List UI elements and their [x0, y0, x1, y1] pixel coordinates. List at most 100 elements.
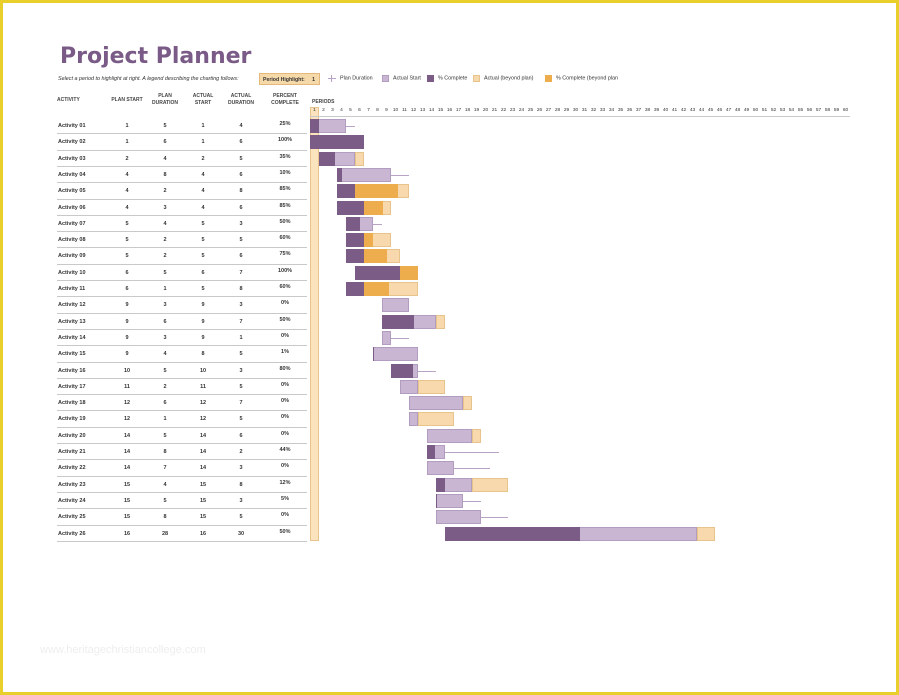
- actual-start-cell[interactable]: 14: [199, 449, 207, 455]
- plan-duration-cell[interactable]: 5: [163, 367, 167, 374]
- percent-complete-cell[interactable]: 25%: [279, 121, 291, 127]
- actual-start-cell[interactable]: 11: [200, 383, 206, 390]
- actual-start-cell[interactable]: 12: [199, 416, 207, 423]
- percent-complete-cell[interactable]: 0%: [281, 381, 289, 388]
- activity-name[interactable]: Activity 11: [58, 286, 86, 292]
- plan-start-cell[interactable]: 4: [125, 171, 129, 178]
- period-highlight-value[interactable]: 1: [312, 77, 315, 83]
- actual-duration-cell[interactable]: 5: [239, 155, 243, 162]
- plan-duration-cell[interactable]: 2: [163, 383, 167, 390]
- plan-start-cell[interactable]: 14: [123, 465, 131, 472]
- percent-complete-cell[interactable]: 85%: [279, 202, 291, 209]
- period-highlight-field[interactable]: Period Highlight: 1: [259, 73, 320, 85]
- plan-start-cell[interactable]: 14: [123, 432, 131, 439]
- percent-complete-cell[interactable]: 85%: [279, 186, 291, 193]
- actual-duration-cell[interactable]: 6: [239, 432, 243, 439]
- percent-complete-cell[interactable]: 50%: [279, 528, 291, 535]
- activity-name[interactable]: Activity 02: [58, 139, 86, 146]
- actual-duration-cell[interactable]: 5: [239, 351, 243, 358]
- actual-duration-cell[interactable]: 8: [239, 286, 243, 292]
- actual-duration-cell[interactable]: 3: [239, 465, 243, 472]
- activity-name[interactable]: Activity 01: [58, 123, 86, 129]
- plan-start-cell[interactable]: 5: [125, 237, 129, 244]
- activity-name[interactable]: Activity 12: [58, 302, 86, 309]
- percent-complete-cell[interactable]: 60%: [279, 235, 291, 242]
- actual-start-cell[interactable]: 9: [201, 318, 205, 325]
- activity-name[interactable]: Activity 04: [58, 171, 86, 178]
- percent-complete-cell[interactable]: 60%: [279, 284, 291, 290]
- percent-complete-cell[interactable]: 44%: [279, 447, 291, 453]
- plan-duration-cell[interactable]: 5: [163, 123, 167, 129]
- actual-duration-cell[interactable]: 5: [239, 383, 243, 390]
- actual-start-cell[interactable]: 5: [201, 286, 205, 292]
- percent-complete-cell[interactable]: 80%: [279, 365, 291, 372]
- plan-duration-cell[interactable]: 3: [163, 204, 167, 211]
- activity-name[interactable]: Activity 15: [58, 351, 86, 358]
- activity-name[interactable]: Activity 20: [58, 432, 86, 439]
- activity-name[interactable]: Activity 24: [58, 497, 86, 504]
- percent-complete-cell[interactable]: 0%: [281, 332, 289, 339]
- actual-duration-cell[interactable]: 6: [239, 204, 243, 211]
- actual-start-cell[interactable]: 5: [201, 220, 205, 227]
- percent-complete-cell[interactable]: 35%: [279, 153, 291, 160]
- actual-duration-cell[interactable]: 3: [239, 497, 243, 504]
- percent-complete-cell[interactable]: 0%: [281, 300, 289, 307]
- actual-duration-cell[interactable]: 7: [239, 269, 243, 276]
- percent-complete-cell[interactable]: 0%: [281, 414, 289, 421]
- percent-complete-cell[interactable]: 50%: [279, 316, 291, 323]
- plan-start-cell[interactable]: 15: [123, 514, 131, 521]
- actual-start-cell[interactable]: 14: [199, 465, 207, 472]
- actual-start-cell[interactable]: 9: [201, 334, 205, 341]
- percent-complete-cell[interactable]: 0%: [281, 463, 289, 470]
- plan-duration-cell[interactable]: 8: [163, 514, 167, 521]
- actual-duration-cell[interactable]: 3: [239, 302, 243, 309]
- activity-name[interactable]: Activity 26: [58, 530, 86, 537]
- plan-duration-cell[interactable]: 2: [163, 237, 167, 244]
- plan-start-cell[interactable]: 2: [125, 155, 129, 162]
- actual-start-cell[interactable]: 16: [199, 530, 207, 537]
- actual-start-cell[interactable]: 15: [199, 497, 207, 504]
- activity-name[interactable]: Activity 06: [58, 204, 86, 211]
- percent-complete-cell[interactable]: 50%: [279, 218, 291, 225]
- activity-name[interactable]: Activity 09: [58, 253, 86, 260]
- plan-duration-cell[interactable]: 6: [163, 139, 167, 146]
- actual-duration-cell[interactable]: 8: [239, 481, 243, 488]
- plan-duration-cell[interactable]: 8: [163, 171, 167, 178]
- plan-duration-cell[interactable]: 4: [163, 481, 167, 488]
- plan-duration-cell[interactable]: 1: [163, 416, 167, 423]
- plan-duration-cell[interactable]: 4: [163, 220, 167, 227]
- activity-name[interactable]: Activity 16: [58, 367, 86, 374]
- actual-start-cell[interactable]: 5: [201, 237, 205, 244]
- activity-name[interactable]: Activity 18: [58, 400, 86, 407]
- activity-name[interactable]: Activity 14: [58, 334, 86, 341]
- actual-duration-cell[interactable]: 5: [239, 514, 243, 521]
- percent-complete-cell[interactable]: 12%: [279, 479, 291, 486]
- actual-start-cell[interactable]: 2: [201, 155, 205, 162]
- plan-duration-cell[interactable]: 2: [163, 253, 167, 260]
- actual-duration-cell[interactable]: 3: [239, 367, 243, 374]
- percent-complete-cell[interactable]: 10%: [279, 169, 291, 176]
- percent-complete-cell[interactable]: 5%: [281, 495, 289, 502]
- actual-start-cell[interactable]: 4: [201, 171, 205, 178]
- actual-start-cell[interactable]: 15: [199, 481, 207, 488]
- actual-duration-cell[interactable]: 2: [239, 449, 243, 455]
- plan-duration-cell[interactable]: 28: [161, 530, 169, 537]
- actual-start-cell[interactable]: 4: [201, 188, 205, 195]
- actual-start-cell[interactable]: 6: [201, 269, 205, 276]
- plan-start-cell[interactable]: 6: [125, 269, 129, 276]
- plan-duration-cell[interactable]: 4: [163, 351, 167, 358]
- activity-name[interactable]: Activity 22: [58, 465, 86, 472]
- actual-start-cell[interactable]: 10: [199, 367, 207, 374]
- actual-duration-cell[interactable]: 8: [239, 188, 243, 195]
- percent-complete-cell[interactable]: 0%: [281, 398, 289, 405]
- plan-start-cell[interactable]: 15: [123, 481, 131, 488]
- actual-duration-cell[interactable]: 3: [239, 220, 243, 227]
- plan-start-cell[interactable]: 5: [125, 220, 129, 227]
- plan-duration-cell[interactable]: 2: [163, 188, 167, 195]
- activity-name[interactable]: Activity 03: [58, 155, 86, 162]
- plan-duration-cell[interactable]: 3: [163, 302, 167, 309]
- actual-start-cell[interactable]: 14: [199, 432, 207, 439]
- plan-start-cell[interactable]: 12: [123, 400, 131, 407]
- plan-duration-cell[interactable]: 5: [163, 269, 167, 276]
- activity-name[interactable]: Activity 07: [58, 220, 86, 227]
